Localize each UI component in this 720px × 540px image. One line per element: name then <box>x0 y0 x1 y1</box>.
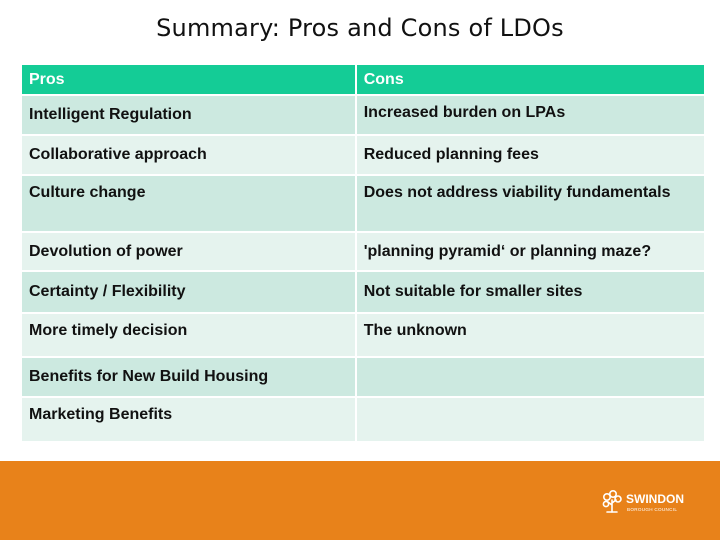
cons-cell: 'planning pyramid‘ or planning maze? <box>354 231 707 271</box>
pros-header: Pros <box>20 65 357 95</box>
cons-cell <box>354 356 707 397</box>
footer-band <box>0 461 720 540</box>
pros-cell: Certainty / Flexibility <box>20 270 357 313</box>
pros-cons-table: Pros Cons Intelligent Regulation Increas… <box>20 65 707 441</box>
table-row: Intelligent Regulation Increased burden … <box>20 94 707 135</box>
cons-cell: The unknown <box>354 312 707 357</box>
swindon-logo: SWINDON BOROUGH COUNCIL <box>602 489 684 513</box>
table-row: Devolution of power 'planning pyramid‘ o… <box>20 231 707 271</box>
cons-cell <box>354 396 707 441</box>
pros-cell: Devolution of power <box>20 231 357 271</box>
cons-cell: Reduced planning fees <box>354 134 707 175</box>
tree-icon <box>602 489 622 513</box>
slide-title: Summary: Pros and Cons of LDOs <box>156 14 564 42</box>
pros-cell: Marketing Benefits <box>20 396 357 441</box>
pros-cell: Collaborative approach <box>20 134 357 175</box>
logo-name: SWINDON <box>626 492 684 506</box>
pros-cell: More timely decision <box>20 312 357 357</box>
pros-cell: Benefits for New Build Housing <box>20 356 357 397</box>
cons-cell: Does not address viability fundamentals <box>354 174 707 232</box>
table-row: Marketing Benefits <box>20 396 707 441</box>
pros-cell: Culture change <box>20 174 357 232</box>
logo-subtitle: BOROUGH COUNCIL <box>627 507 677 512</box>
table-row: Benefits for New Build Housing <box>20 356 707 397</box>
cons-header: Cons <box>354 65 707 95</box>
table-row: Certainty / Flexibility Not suitable for… <box>20 270 707 313</box>
cons-cell: Increased burden on LPAs <box>354 94 707 135</box>
table-header-row: Pros Cons <box>20 65 707 95</box>
table-row: Collaborative approach Reduced planning … <box>20 134 707 175</box>
pros-cell: Intelligent Regulation <box>20 94 357 135</box>
table-row: More timely decision The unknown <box>20 312 707 357</box>
table-row: Culture change Does not address viabilit… <box>20 174 707 232</box>
cons-cell: Not suitable for smaller sites <box>354 270 707 313</box>
